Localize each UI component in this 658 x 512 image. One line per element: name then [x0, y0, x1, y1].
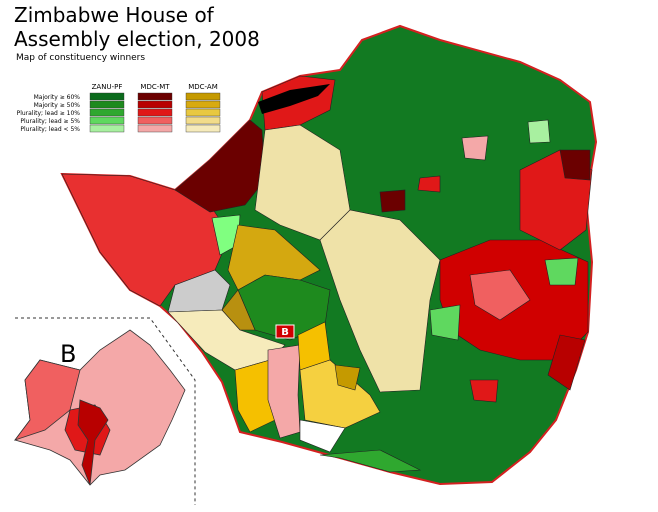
legend-column-header: MDC-AM — [188, 83, 218, 91]
region — [221, 289, 256, 331]
legend-swatch — [185, 108, 221, 117]
legend-swatch — [137, 116, 173, 125]
legend-row-label: Majority ≥ 60% — [34, 94, 81, 101]
legend-swatch — [185, 100, 221, 109]
region — [299, 419, 346, 453]
legend: ZANU-PF MDC-MT MDC-AM Majority ≥ 60%Majorit… — [17, 83, 221, 133]
lake — [258, 84, 330, 114]
legend-swatch — [89, 116, 125, 125]
legend-swatch — [137, 124, 173, 133]
legend-swatch — [137, 100, 173, 109]
inset-region — [13, 359, 81, 441]
region — [319, 209, 441, 393]
region — [237, 274, 331, 341]
region — [559, 149, 591, 181]
region — [167, 269, 231, 313]
legend-swatch — [185, 124, 221, 133]
region — [334, 364, 361, 391]
legend-swatch — [89, 100, 125, 109]
subtitle: Map of constituency winners — [16, 53, 145, 63]
legend-row-label: Plurality; lead ≥ 5% — [20, 118, 80, 125]
inset-region — [77, 399, 109, 486]
region — [461, 135, 489, 161]
legend-swatch — [137, 92, 173, 101]
region — [527, 119, 551, 144]
region — [417, 175, 441, 193]
region — [469, 379, 499, 403]
legend-swatch — [185, 116, 221, 125]
inset-label: B — [60, 340, 76, 368]
region — [299, 359, 381, 429]
region — [547, 334, 586, 391]
region — [469, 269, 531, 321]
region — [544, 257, 579, 286]
legend-swatch — [89, 124, 125, 133]
title-line: Assembly election, 2008 — [14, 27, 260, 51]
map-marker: B — [281, 327, 289, 338]
region — [379, 189, 406, 213]
legend-swatch — [185, 92, 221, 101]
legend-column-header: ZANU-PF — [92, 83, 123, 91]
legend-column-header: MDC-MT — [140, 83, 170, 91]
region — [234, 359, 276, 433]
legend-swatch — [137, 108, 173, 117]
title-line: Zimbabwe House of — [14, 3, 215, 27]
legend-row-label: Plurality; lead ≥ 10% — [17, 110, 81, 117]
inset-border — [15, 317, 196, 505]
legend-swatch — [89, 108, 125, 117]
legend-row-label: Plurality; lead < 5% — [20, 126, 80, 133]
region — [429, 304, 461, 341]
marker-box — [275, 324, 295, 339]
legend-row-label: Majority ≥ 50% — [34, 102, 81, 109]
legend-swatch — [89, 92, 125, 101]
region — [319, 449, 422, 473]
